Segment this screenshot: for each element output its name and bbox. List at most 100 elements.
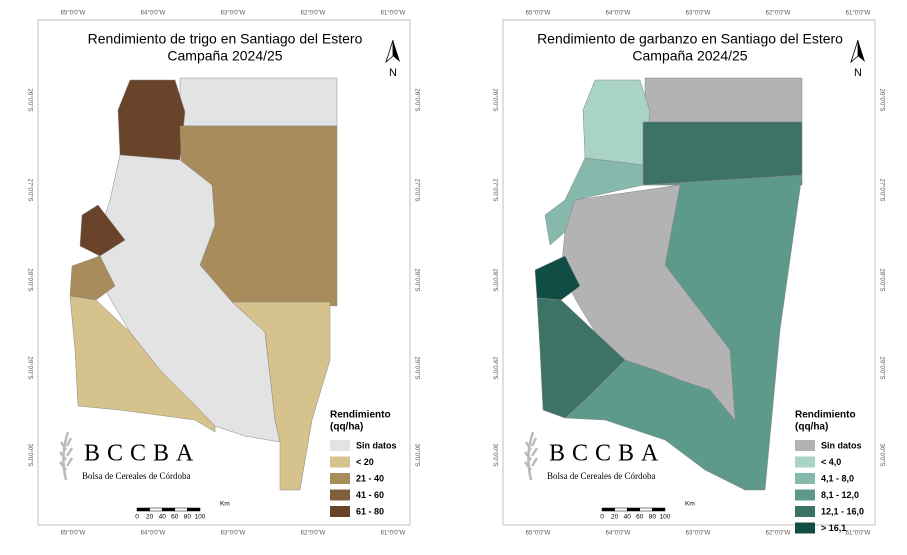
lat-label: 30°0'0"S xyxy=(26,443,32,466)
scale-label: 0 xyxy=(135,514,139,521)
map-panel: 65°0'0"W 65°0'0"W 64°0'0"W 64°0'0"W 63°0'0"W… xyxy=(491,11,884,537)
lat-label: 27°0'0"S xyxy=(491,178,497,201)
lon-label: 64°0'0"W xyxy=(606,11,631,17)
department-region xyxy=(69,255,116,301)
lon-label: 65°0'0"W xyxy=(61,11,86,17)
lon-label: 64°0'0"W xyxy=(141,11,166,17)
scale-unit: Km xyxy=(220,501,230,508)
scale-segment xyxy=(187,507,201,512)
lon-label: 62°0'0"W xyxy=(766,531,791,537)
scale-segment xyxy=(149,507,163,512)
lat-label: 30°0'0"S xyxy=(491,443,497,466)
department-region xyxy=(642,121,803,186)
legend-swatch xyxy=(330,440,350,451)
legend-swatch xyxy=(330,456,350,468)
logo-wheat xyxy=(524,431,539,481)
lat-label: 27°0'0"S xyxy=(878,178,884,201)
north-label: N xyxy=(854,67,862,79)
legend-label: 61 - 80 xyxy=(356,506,384,516)
legend-swatch xyxy=(795,473,815,484)
lat-label: 26°0'0"S xyxy=(26,88,32,111)
lon-label: 63°0'0"W xyxy=(686,531,711,537)
scale-unit: Km xyxy=(685,501,695,508)
scale-label: 20 xyxy=(146,514,154,521)
legend-title: (qq/ha) xyxy=(795,422,828,433)
lat-label: 29°0'0"S xyxy=(491,356,497,379)
lat-label: 30°0'0"S xyxy=(413,443,419,466)
north-arrow xyxy=(393,40,400,62)
scale-label: 0 xyxy=(600,514,604,521)
lat-label: 28°0'0"S xyxy=(413,268,419,291)
map-panel: 65°0'0"W 65°0'0"W 64°0'0"W 64°0'0"W 63°0'0"W… xyxy=(26,11,419,537)
scale-label: 20 xyxy=(611,514,619,521)
north-arrow xyxy=(858,40,865,62)
lon-label: 62°0'0"W xyxy=(766,11,791,17)
legend-label: Sin datos xyxy=(821,440,862,450)
department-region xyxy=(644,77,803,123)
scale-segment xyxy=(161,507,176,512)
department-region xyxy=(179,77,338,127)
scale-segment xyxy=(174,507,188,512)
logo-subtitle: Bolsa de Cereales de Córdoba xyxy=(547,471,655,481)
logo-subtitle: Bolsa de Cereales de Córdoba xyxy=(82,471,190,481)
legend-label: < 4,0 xyxy=(821,457,841,467)
scale-segment xyxy=(639,507,653,512)
lat-label: 28°0'0"S xyxy=(491,268,497,291)
scale-label: 40 xyxy=(159,514,167,521)
legend-swatch xyxy=(795,489,815,501)
department-region xyxy=(231,301,331,491)
lon-label: 65°0'0"W xyxy=(61,531,86,537)
scale-label: 80 xyxy=(649,514,657,521)
lat-label: 29°0'0"S xyxy=(878,356,884,379)
lat-label: 29°0'0"S xyxy=(26,356,32,379)
lon-label: 61°0'0"W xyxy=(381,11,406,17)
lat-label: 27°0'0"S xyxy=(413,178,419,201)
map-title: Campaña 2024/25 xyxy=(167,48,282,64)
lon-label: 63°0'0"W xyxy=(221,531,246,537)
map-title: Rendimiento de garbanzo en Santiago del … xyxy=(537,31,843,47)
map-title: Rendimiento de trigo en Santiago del Est… xyxy=(88,31,363,47)
department-region xyxy=(564,359,746,491)
legend-label: > 16,1 xyxy=(821,523,846,533)
legend-swatch xyxy=(795,440,815,451)
lon-label: 64°0'0"W xyxy=(141,531,166,537)
logo-wheat xyxy=(59,431,74,481)
scale-segment xyxy=(601,507,615,512)
legend-label: 21 - 40 xyxy=(356,473,384,483)
scale-label: 80 xyxy=(184,514,192,521)
legend-title: Rendimiento xyxy=(795,410,856,421)
legend-label: 8,1 - 12,0 xyxy=(821,490,859,500)
legend-title: (qq/ha) xyxy=(330,422,363,433)
scale-label: 60 xyxy=(636,514,644,521)
lon-label: 63°0'0"W xyxy=(686,11,711,17)
legend-label: 12,1 - 16,0 xyxy=(821,506,864,516)
lon-label: 61°0'0"W xyxy=(846,531,871,537)
scale-segment xyxy=(136,507,150,512)
legend-swatch xyxy=(795,456,815,468)
legend-swatch xyxy=(795,506,815,517)
legend-swatch xyxy=(795,522,815,534)
north-label: N xyxy=(389,67,397,79)
legend-title: Rendimiento xyxy=(330,410,391,421)
legend-swatch xyxy=(330,489,350,501)
scale-segment xyxy=(626,507,641,512)
lon-label: 62°0'0"W xyxy=(301,531,326,537)
legend-label: 4,1 - 8,0 xyxy=(821,473,854,483)
lat-label: 29°0'0"S xyxy=(413,356,419,379)
lon-label: 64°0'0"W xyxy=(606,531,631,537)
lat-label: 26°0'0"S xyxy=(491,88,497,111)
lon-label: 61°0'0"W xyxy=(381,531,406,537)
lat-label: 30°0'0"S xyxy=(878,443,884,466)
legend-swatch xyxy=(330,473,350,484)
scale-label: 100 xyxy=(195,514,206,521)
lat-label: 26°0'0"S xyxy=(413,88,419,111)
scale-label: 40 xyxy=(624,514,632,521)
department-region xyxy=(582,79,651,166)
lon-label: 63°0'0"W xyxy=(221,11,246,17)
scale-segment xyxy=(652,507,666,512)
lat-label: 28°0'0"S xyxy=(878,268,884,291)
legend-swatch xyxy=(330,506,350,517)
scale-label: 60 xyxy=(171,514,179,521)
department-region xyxy=(117,79,186,161)
